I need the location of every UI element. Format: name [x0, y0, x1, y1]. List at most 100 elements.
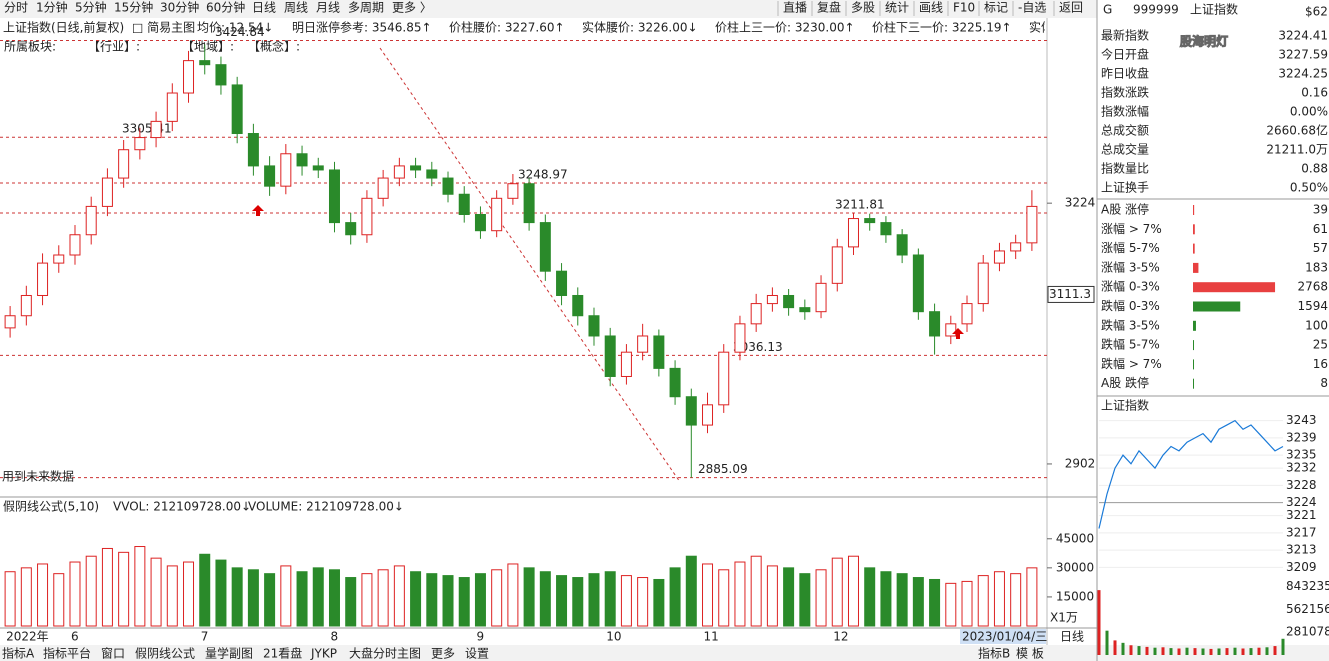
period-tab[interactable]: 多周期 — [348, 1, 384, 15]
y-tick-label: 843235 — [1286, 579, 1329, 593]
toolbar-action[interactable]: 统计 — [885, 1, 909, 15]
candle-body — [929, 311, 941, 337]
breadth-bar — [1193, 320, 1196, 331]
candle-body — [474, 214, 486, 232]
level-label: 3305.41 — [122, 122, 172, 136]
volume-bar — [264, 573, 276, 627]
toolbar-action[interactable]: 标记 — [984, 1, 1008, 15]
level-label: 3211.81 — [835, 198, 885, 212]
bottom-tab[interactable]: 更多 — [431, 647, 455, 661]
period-tab[interactable]: 30分钟 — [160, 0, 199, 15]
breadth-bar — [1193, 205, 1195, 215]
volume-bar — [572, 577, 584, 627]
toolbar-bg — [0, 0, 1097, 18]
bottom-tab[interactable]: 指标A — [2, 646, 35, 661]
info-item: 均价: 12.54↓ — [197, 21, 273, 35]
quote-value: 0.00% — [1290, 105, 1328, 119]
cursor-label: 3111.3 — [1049, 287, 1091, 301]
volume-bar — [361, 573, 373, 627]
candle-body — [734, 323, 746, 353]
breadth-bar — [1193, 301, 1241, 312]
toolbar-action[interactable]: F10 — [953, 1, 975, 15]
period-tab[interactable]: 周线 — [284, 1, 308, 15]
breadth-value: 16 — [1313, 357, 1328, 371]
y-tick-label: 3239 — [1286, 430, 1317, 444]
quote-value: 0.50% — [1290, 181, 1328, 195]
candle-body — [4, 315, 16, 329]
period-tab[interactable]: 分时 — [4, 1, 28, 15]
volume-bar — [4, 571, 16, 627]
period-tab[interactable]: 60分钟 — [206, 0, 245, 15]
period-tab[interactable]: 日线 — [252, 1, 276, 15]
toolbar-action[interactable]: 画线 — [919, 1, 943, 15]
period-tab[interactable]: 月线 — [316, 1, 340, 15]
quote-label: 总成交额 — [1101, 123, 1149, 138]
signal-arrow — [952, 328, 964, 339]
y-tick-label: 3217 — [1286, 525, 1317, 539]
candle-body — [280, 153, 292, 187]
period-tab[interactable]: 日线 — [1060, 630, 1084, 644]
candle-body — [637, 335, 649, 353]
bottom-tab[interactable]: 大盘分时主图 — [349, 646, 421, 661]
volume-bar — [377, 569, 389, 627]
bottom-tab[interactable]: 21看盘 — [263, 646, 302, 661]
info-title: 上证指数(日线,前复权) — [3, 20, 124, 35]
toolbar-action[interactable]: 复盘 — [817, 0, 841, 15]
candle-body — [766, 294, 778, 305]
info-item: 价柱上三一价: 3230.00↑ — [715, 20, 855, 35]
bottom-tab[interactable]: 量学副图 — [205, 646, 253, 661]
volume-bar — [474, 573, 486, 627]
volume-bar — [977, 575, 989, 627]
candle-body — [912, 254, 924, 313]
breadth-label: 涨幅 5-7% — [1101, 240, 1160, 255]
candle-body — [799, 307, 811, 313]
breadth-bar — [1193, 224, 1195, 235]
candle-body — [604, 335, 616, 377]
period-tab[interactable]: 5分钟 — [75, 0, 107, 15]
bottom-tab[interactable]: JYKP — [310, 647, 337, 661]
sector-label: 【地域】: — [182, 40, 234, 54]
candle-body — [20, 294, 32, 317]
volume-bar — [847, 555, 859, 627]
bottom-tab[interactable]: 指标平台 — [43, 646, 91, 661]
volume-bar — [880, 571, 892, 627]
bottom-tab[interactable]: 窗口 — [101, 647, 125, 661]
bottom-tab[interactable]: 指标B — [978, 646, 1010, 661]
candle-body — [393, 165, 405, 179]
note: 用到未来数据 — [2, 469, 74, 484]
period-tab[interactable]: 1分钟 — [36, 0, 68, 15]
volume-bar — [37, 563, 49, 627]
volume-bar — [912, 577, 924, 627]
candle-body — [166, 92, 178, 122]
bottom-tab[interactable]: 模 板 — [1016, 647, 1044, 661]
candle-body — [247, 133, 259, 167]
bottom-tab[interactable]: 设置 — [465, 647, 489, 661]
candle-body — [783, 294, 795, 309]
candle-body — [945, 323, 957, 337]
volume-bar — [328, 569, 340, 627]
volume-bar — [750, 555, 762, 627]
period-tab[interactable]: 更多 〉 — [392, 1, 432, 15]
toolbar-action[interactable]: 多股 — [851, 1, 875, 15]
cursor-box — [1047, 285, 1095, 303]
breadth-value: 2768 — [1297, 280, 1328, 294]
toolbar-action[interactable]: 返回 — [1059, 1, 1083, 15]
bottom-tab[interactable]: 假阴线公式 — [135, 647, 195, 661]
toolbar-action[interactable]: 直播 — [783, 1, 807, 15]
period-tab[interactable]: 15分钟 — [114, 0, 153, 15]
volume-bar — [799, 573, 811, 627]
toolbar-action[interactable]: -自选 — [1018, 1, 1046, 15]
info-mode: □ 简易主图 — [132, 21, 195, 35]
y-tick-label: 3213 — [1286, 543, 1317, 557]
breadth-value: 1594 — [1297, 299, 1328, 313]
volume-bar — [247, 569, 259, 627]
volume-bar — [556, 575, 568, 627]
info-item: 实体上三一价: 32 — [1029, 20, 1124, 35]
y-tick-label: 3228 — [1286, 478, 1317, 492]
breadth-value: 57 — [1313, 241, 1328, 255]
quote-label: 上证换手 — [1101, 181, 1149, 195]
candle-body — [685, 396, 697, 426]
breadth-value: 61 — [1313, 222, 1328, 236]
volume-bar — [345, 577, 357, 627]
